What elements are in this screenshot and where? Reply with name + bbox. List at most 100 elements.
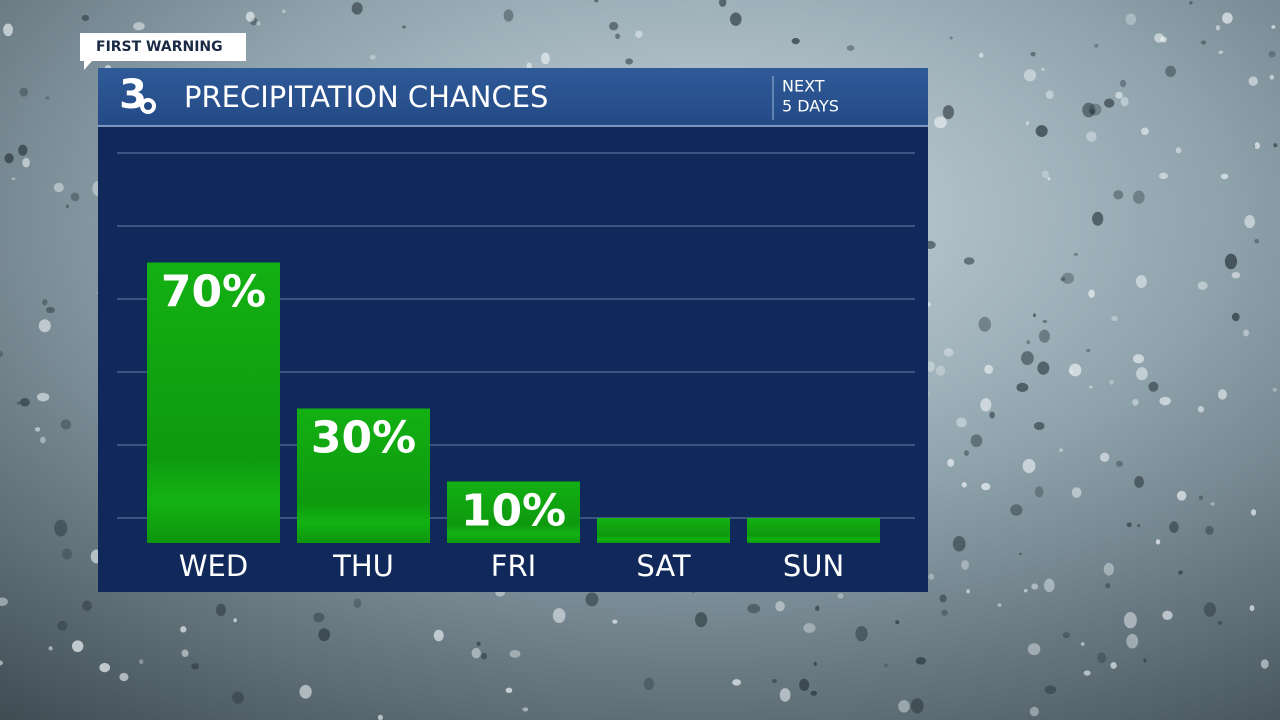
rain-drop [1113,190,1124,200]
rain-drop [846,45,855,51]
rain-drop [1132,398,1139,406]
rain-drop [732,679,742,686]
rain-drop [1043,578,1055,593]
rain-drop [612,619,618,624]
rain-drop [82,600,92,611]
rain-drop [815,605,820,612]
rain-drop [1030,51,1036,57]
rain-drop [1031,583,1039,590]
rain-drop [1155,539,1161,545]
rain-drop [313,612,325,623]
rain-drop [433,629,444,642]
rain-drop [1029,706,1039,717]
rain-drop [37,392,50,402]
rain-drop [941,609,948,616]
rain-drop [837,593,844,599]
rain-drop [934,116,947,129]
value-label: 30% [311,413,416,464]
rain-drop [1110,662,1117,669]
rain-drop [180,626,187,633]
rain-drop [22,157,30,168]
rain-drop [1268,50,1276,58]
rain-drop [635,30,643,38]
rain-drop [1025,121,1030,126]
rain-drop [1092,211,1104,226]
rain-drop [1272,387,1277,392]
rain-drop [1021,351,1034,366]
rain-drop [1125,13,1137,25]
rain-drop [552,608,566,624]
rain-drop [1068,363,1082,377]
rain-drop [1120,96,1129,107]
rain-drop [509,650,521,658]
rain-drop [1215,25,1221,31]
x-tick-label: SAT [636,549,691,583]
bar [147,262,280,543]
rain-drop [99,662,111,673]
rain-drop [282,9,286,14]
value-label: 10% [461,486,566,537]
rain-drop [1158,172,1168,180]
rain-drop [34,427,41,432]
rain-drop [695,612,708,628]
badge-box [80,33,246,70]
subtitle: 5 DAYS [782,97,839,116]
rain-drop [476,641,481,646]
rain-drop [1061,272,1074,284]
rain-drop [42,298,48,306]
rain-drop [0,597,8,607]
rain-drop [540,52,551,65]
rain-drop [799,678,810,691]
rain-drop [0,660,4,666]
rain-drop [970,434,983,448]
rain-drop [1023,69,1037,82]
rain-drop [45,306,55,314]
rain-drop [1135,275,1147,288]
rain-drop [1273,143,1278,148]
rain-drop [1115,91,1123,99]
rain-drop [17,401,21,405]
rain-drop [1037,361,1050,375]
rain-drop [1231,312,1240,322]
rain-drop [1143,658,1147,663]
rain-drop [1047,177,1051,181]
rain-drop [979,52,984,58]
rain-drop [245,11,255,23]
rain-drop [1218,389,1227,400]
rain-drop [1034,486,1044,498]
rain-drop [1200,40,1207,45]
rain-drop [1222,12,1233,24]
rain-drop [471,647,481,659]
rain-drop [803,622,816,633]
rain-drop [233,618,237,623]
rain-drop [1224,253,1238,270]
rain-drop [232,691,244,704]
rain-drop [1062,632,1070,639]
rain-drop [1073,252,1078,257]
rain-drop [351,2,363,15]
rain-drop [855,625,868,642]
rain-drop [585,592,599,607]
rain-drop [1038,329,1050,343]
rain-drop [4,153,14,164]
rain-drop [1141,127,1149,136]
rain-drop [943,348,954,357]
rain-drop [54,519,68,537]
rain-drop [1035,125,1048,137]
rain-drop [980,398,992,412]
rain-drop [65,204,70,209]
rain-drop [1080,642,1085,646]
rain-drop [1010,504,1023,516]
rain-drop [1120,79,1127,88]
rain-drop [1099,452,1110,463]
rain-drop [729,12,742,26]
rain-drop [377,714,384,720]
rain-drop [1197,405,1204,413]
rain-drop [369,54,376,60]
rain-drop [318,628,331,642]
rain-drop [19,397,30,407]
rain-drop [981,482,991,491]
rain-drop [0,350,4,358]
rain-drop [1249,605,1255,612]
